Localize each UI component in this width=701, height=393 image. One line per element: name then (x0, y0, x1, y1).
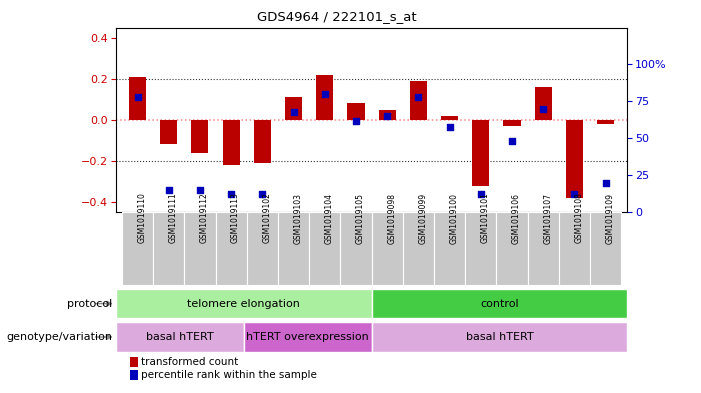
Bar (340, 212, 372, 285)
Text: GSM1019102: GSM1019102 (262, 193, 271, 244)
Bar (348, 103, 365, 120)
Text: GSM1019103: GSM1019103 (294, 193, 303, 244)
Text: hTERT overexpression: hTERT overexpression (246, 332, 369, 342)
Text: percentile rank within the sample: percentile rank within the sample (141, 370, 317, 380)
Text: GSM1019113: GSM1019113 (231, 193, 240, 244)
Bar (244, 322, 372, 352)
Text: GSM1019108: GSM1019108 (574, 193, 583, 244)
Bar (379, 110, 395, 120)
Point (288, 108, 299, 115)
Bar (184, 212, 215, 285)
Text: GSM1019109: GSM1019109 (606, 193, 615, 244)
Text: protocol: protocol (67, 299, 112, 309)
Bar (316, 75, 333, 120)
Text: GSM1019101: GSM1019101 (481, 193, 490, 244)
Point (506, 138, 517, 145)
Bar (465, 212, 496, 285)
Bar (566, 120, 583, 198)
Point (132, 94, 143, 100)
Text: GSM1019112: GSM1019112 (200, 193, 209, 243)
Bar (559, 212, 590, 285)
Bar (372, 322, 627, 352)
Bar (503, 120, 521, 126)
Bar (278, 212, 309, 285)
Point (600, 180, 611, 186)
Text: GSM1019111: GSM1019111 (169, 193, 178, 243)
Bar (535, 87, 552, 120)
Bar (116, 289, 372, 318)
Point (257, 191, 268, 198)
Point (413, 94, 424, 100)
Point (444, 123, 455, 130)
Bar (403, 212, 434, 285)
Text: basal hTERT: basal hTERT (465, 332, 533, 342)
Text: telomere elongation: telomere elongation (187, 299, 300, 309)
Bar (254, 120, 271, 163)
Bar (590, 212, 621, 285)
Bar (122, 212, 153, 285)
Bar (247, 212, 278, 285)
Bar (496, 212, 528, 285)
Text: genotype/variation: genotype/variation (6, 332, 112, 342)
Text: GSM1019100: GSM1019100 (449, 193, 458, 244)
Point (381, 113, 393, 119)
Bar (116, 322, 244, 352)
Text: GSM1019105: GSM1019105 (356, 193, 365, 244)
Text: GSM1019106: GSM1019106 (512, 193, 521, 244)
Point (319, 91, 330, 97)
Point (194, 187, 205, 193)
Bar (434, 212, 465, 285)
Point (569, 191, 580, 198)
Point (475, 191, 486, 198)
Bar (372, 289, 627, 318)
Bar (191, 120, 208, 153)
Bar (222, 120, 240, 165)
Bar (160, 120, 177, 145)
Bar (372, 212, 403, 285)
Text: GSM1019099: GSM1019099 (418, 193, 428, 244)
Text: basal hTERT: basal hTERT (146, 332, 214, 342)
Point (350, 118, 362, 124)
Point (226, 191, 237, 198)
Bar (309, 212, 340, 285)
Bar (215, 212, 247, 285)
Bar (285, 97, 302, 120)
Text: transformed count: transformed count (141, 357, 238, 367)
Text: GSM1019107: GSM1019107 (543, 193, 552, 244)
Text: GDS4964 / 222101_s_at: GDS4964 / 222101_s_at (257, 10, 416, 23)
Text: GSM1019110: GSM1019110 (137, 193, 147, 244)
Bar (472, 120, 489, 185)
Bar (129, 77, 146, 120)
Text: control: control (480, 299, 519, 309)
Bar (528, 212, 559, 285)
Bar (153, 212, 184, 285)
Bar (441, 116, 458, 120)
Text: GSM1019098: GSM1019098 (387, 193, 396, 244)
Bar (410, 81, 427, 120)
Point (163, 187, 175, 193)
Point (538, 106, 549, 112)
Bar (597, 120, 614, 124)
Text: GSM1019104: GSM1019104 (325, 193, 334, 244)
